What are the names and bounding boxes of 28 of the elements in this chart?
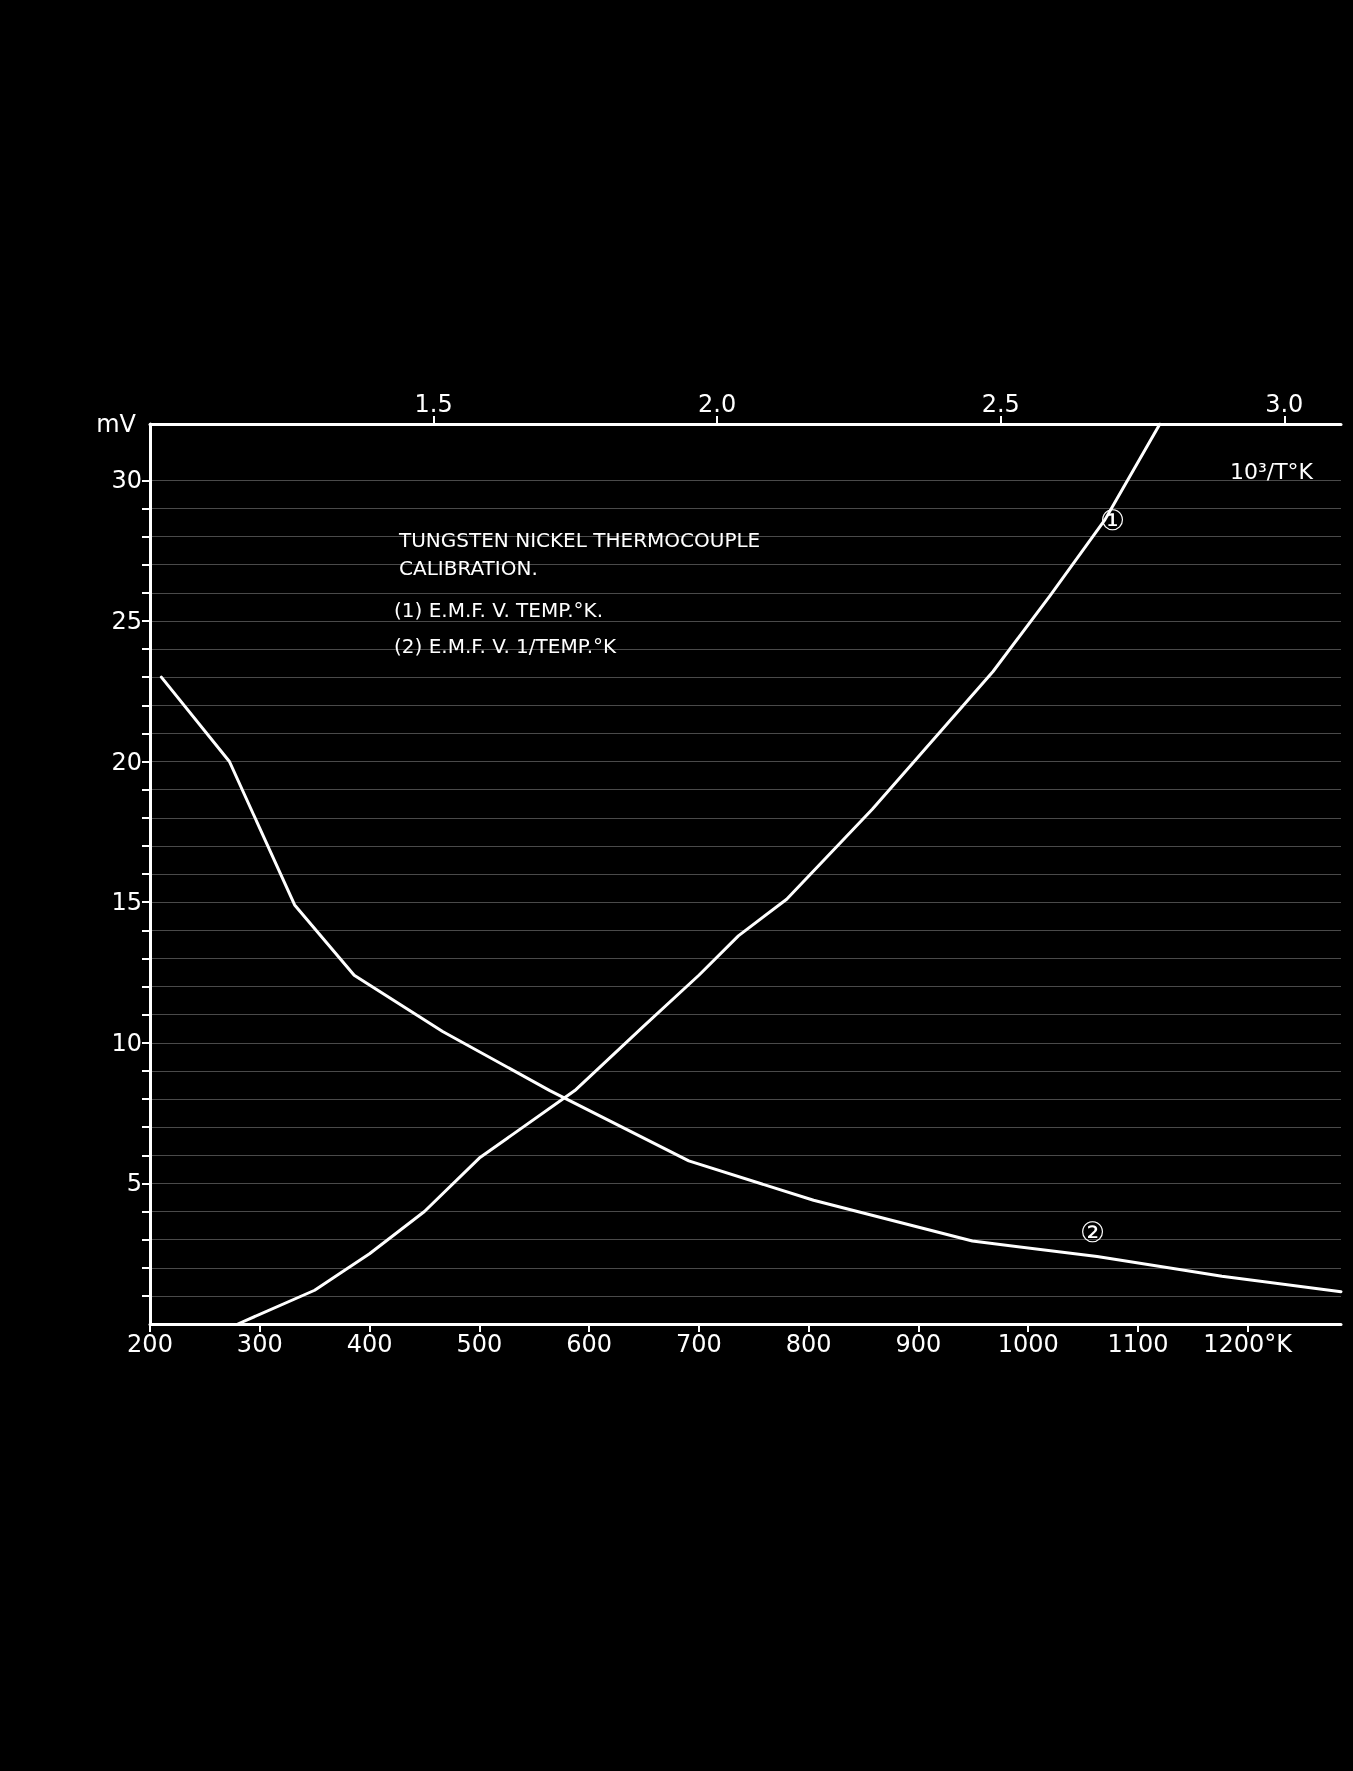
x-tick-label: 300 (236, 1330, 283, 1358)
x2-tick-label: 2.5 (981, 390, 1020, 418)
annotation: (2) E.M.F. V. 1/TEMP.°K (394, 634, 617, 658)
y-tick-label: 5 (126, 1169, 142, 1198)
x2-tick-label: 1.5 (414, 390, 453, 418)
text: TUNGSTEN NICKEL THERMOCOUPLE (398, 528, 761, 552)
annotation: (1) E.M.F. V. TEMP.°K. (394, 598, 604, 622)
y-tick-label: 10 (111, 1028, 142, 1057)
x2-tick-label: 3.0 (1265, 390, 1304, 418)
x2-axis-title: 10³/T°K (1229, 458, 1314, 484)
text: CALIBRATION. (399, 556, 538, 580)
x-tick-label: 1000 (997, 1330, 1059, 1358)
y-tick-label: 25 (111, 606, 142, 635)
x-tick-label: 800 (785, 1330, 832, 1358)
y-tick-label: 20 (111, 747, 142, 776)
x-tick-label: 400 (346, 1330, 393, 1358)
x-tick-label: 1200°K (1203, 1330, 1294, 1358)
x-tick-label: 900 (895, 1330, 942, 1358)
x2-tick-label: 2.0 (698, 390, 737, 418)
x-tick-label: 700 (675, 1330, 722, 1358)
y-tick-label: 30 (111, 466, 142, 495)
y-tick-label: 15 (111, 888, 142, 917)
x-tick-label: 600 (566, 1330, 612, 1358)
x-tick-label: 200 (127, 1330, 173, 1358)
y-axis-title: mV (96, 410, 137, 438)
x-tick-label: 500 (456, 1330, 503, 1358)
x-tick-label: 1100 (1107, 1330, 1169, 1358)
annotation: ② (1080, 1215, 1106, 1249)
